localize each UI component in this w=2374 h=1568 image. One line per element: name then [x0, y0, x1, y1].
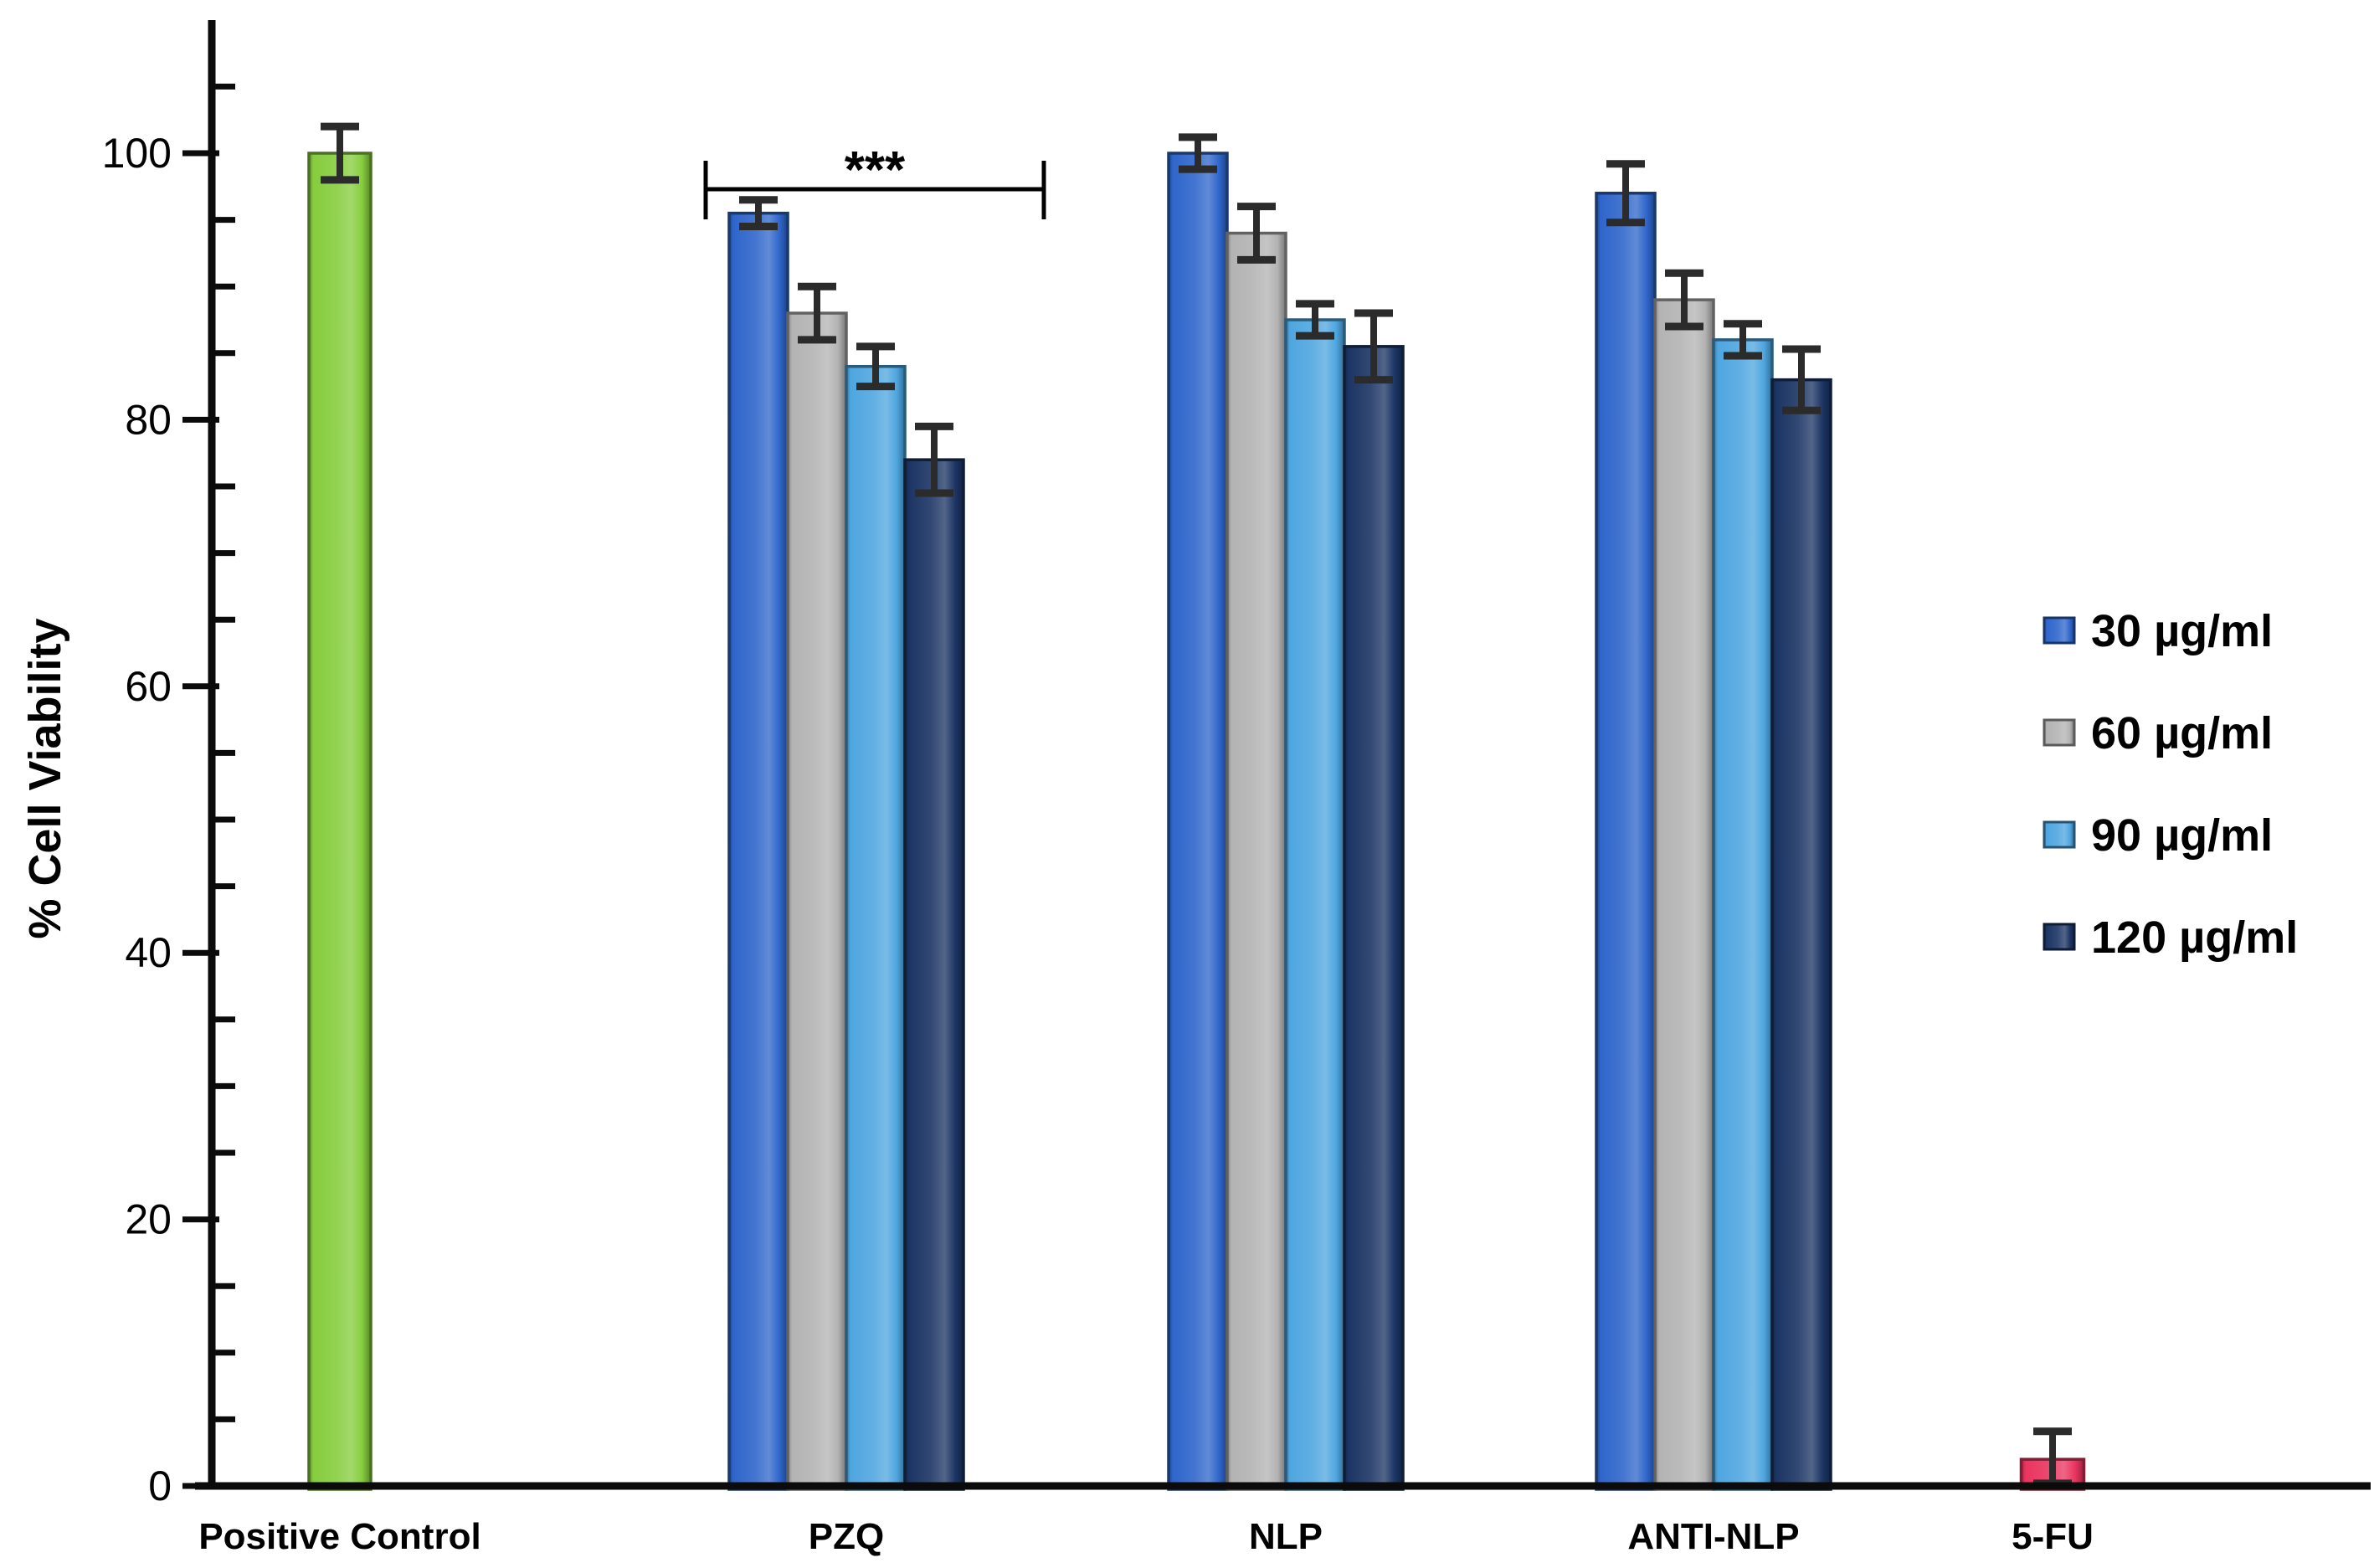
error-bar: [1782, 345, 1821, 414]
y-axis-title: % Cell Viability: [20, 618, 70, 939]
legend-item: 30 µg/ml: [2043, 606, 2273, 656]
bar-nlp-60-g-ml: [1226, 231, 1287, 1491]
legend-swatch: [2043, 923, 2076, 951]
error-bar: [1296, 300, 1334, 340]
error-bar: [1665, 269, 1703, 331]
legend-label: 30 µg/ml: [2091, 606, 2273, 656]
bar-anti-nlp-60-g-ml: [1653, 298, 1715, 1491]
bar-pzq-60-g-ml: [786, 311, 848, 1491]
error-bar: [1179, 133, 1217, 173]
legend-swatch: [2043, 616, 2076, 645]
legend-label: 60 µg/ml: [2091, 708, 2273, 758]
error-bar: [1237, 203, 1276, 264]
significance-stars: ***: [845, 141, 906, 199]
legend-label: 120 µg/ml: [2091, 913, 2298, 963]
error-bar: [1354, 309, 1393, 384]
error-bar: [321, 122, 359, 184]
significance-bracket: ***: [703, 141, 1046, 219]
bars-layer: [307, 152, 2086, 1491]
legend-swatch: [2043, 718, 2076, 747]
legend-swatch: [2043, 820, 2076, 849]
error-bar: [798, 282, 836, 344]
x-axis-category-label: NLP: [1249, 1516, 1323, 1557]
error-bars-layer: [321, 122, 2072, 1488]
y-axis-tick-label: 20: [125, 1196, 172, 1243]
legend-item: 90 µg/ml: [2043, 810, 2273, 861]
y-axis-tick-label: 100: [102, 130, 172, 177]
x-axis-category-label: Positive Control: [198, 1516, 480, 1557]
bar-pzq-120-g-ml: [903, 458, 965, 1491]
bar-nlp-120-g-ml: [1343, 345, 1405, 1491]
error-bar: [856, 342, 895, 391]
y-axis-tick-label: 60: [125, 663, 172, 710]
legend-item: 60 µg/ml: [2043, 708, 2273, 758]
y-axis-tick-label: 0: [148, 1463, 172, 1509]
axes-layer: 0 20 40 60 80 100 Positive Control PZQ NLP ANTI-N…: [102, 20, 2371, 1557]
x-axis-category-label: 5-FU: [2012, 1516, 2094, 1557]
y-axis-tick-label: 40: [125, 929, 172, 976]
bar-positive-control-positive-control: [307, 152, 373, 1491]
bar-nlp-30-g-ml: [1167, 152, 1229, 1491]
bar-anti-nlp-30-g-ml: [1595, 192, 1657, 1491]
error-bar: [739, 196, 778, 231]
legend-label: 90 µg/ml: [2091, 810, 2273, 861]
x-axis-category-label: PZQ: [809, 1516, 884, 1557]
legend: 30 µg/ml 60 µg/ml 90 µg/ml 120 µg/ml: [2043, 606, 2298, 963]
error-bar: [1606, 160, 1645, 227]
bar-pzq-30-g-ml: [727, 211, 789, 1491]
error-bar: [1724, 320, 1762, 360]
bar-anti-nlp-120-g-ml: [1770, 378, 1832, 1491]
x-axis-category-label: ANTI-NLP: [1627, 1516, 1799, 1557]
error-bar: [915, 422, 953, 497]
bar-anti-nlp-90-g-ml: [1712, 338, 1774, 1491]
legend-item: 120 µg/ml: [2043, 913, 2298, 963]
y-axis-tick-label: 80: [125, 396, 172, 443]
bar-nlp-90-g-ml: [1284, 318, 1346, 1491]
bar-pzq-90-g-ml: [845, 364, 907, 1491]
